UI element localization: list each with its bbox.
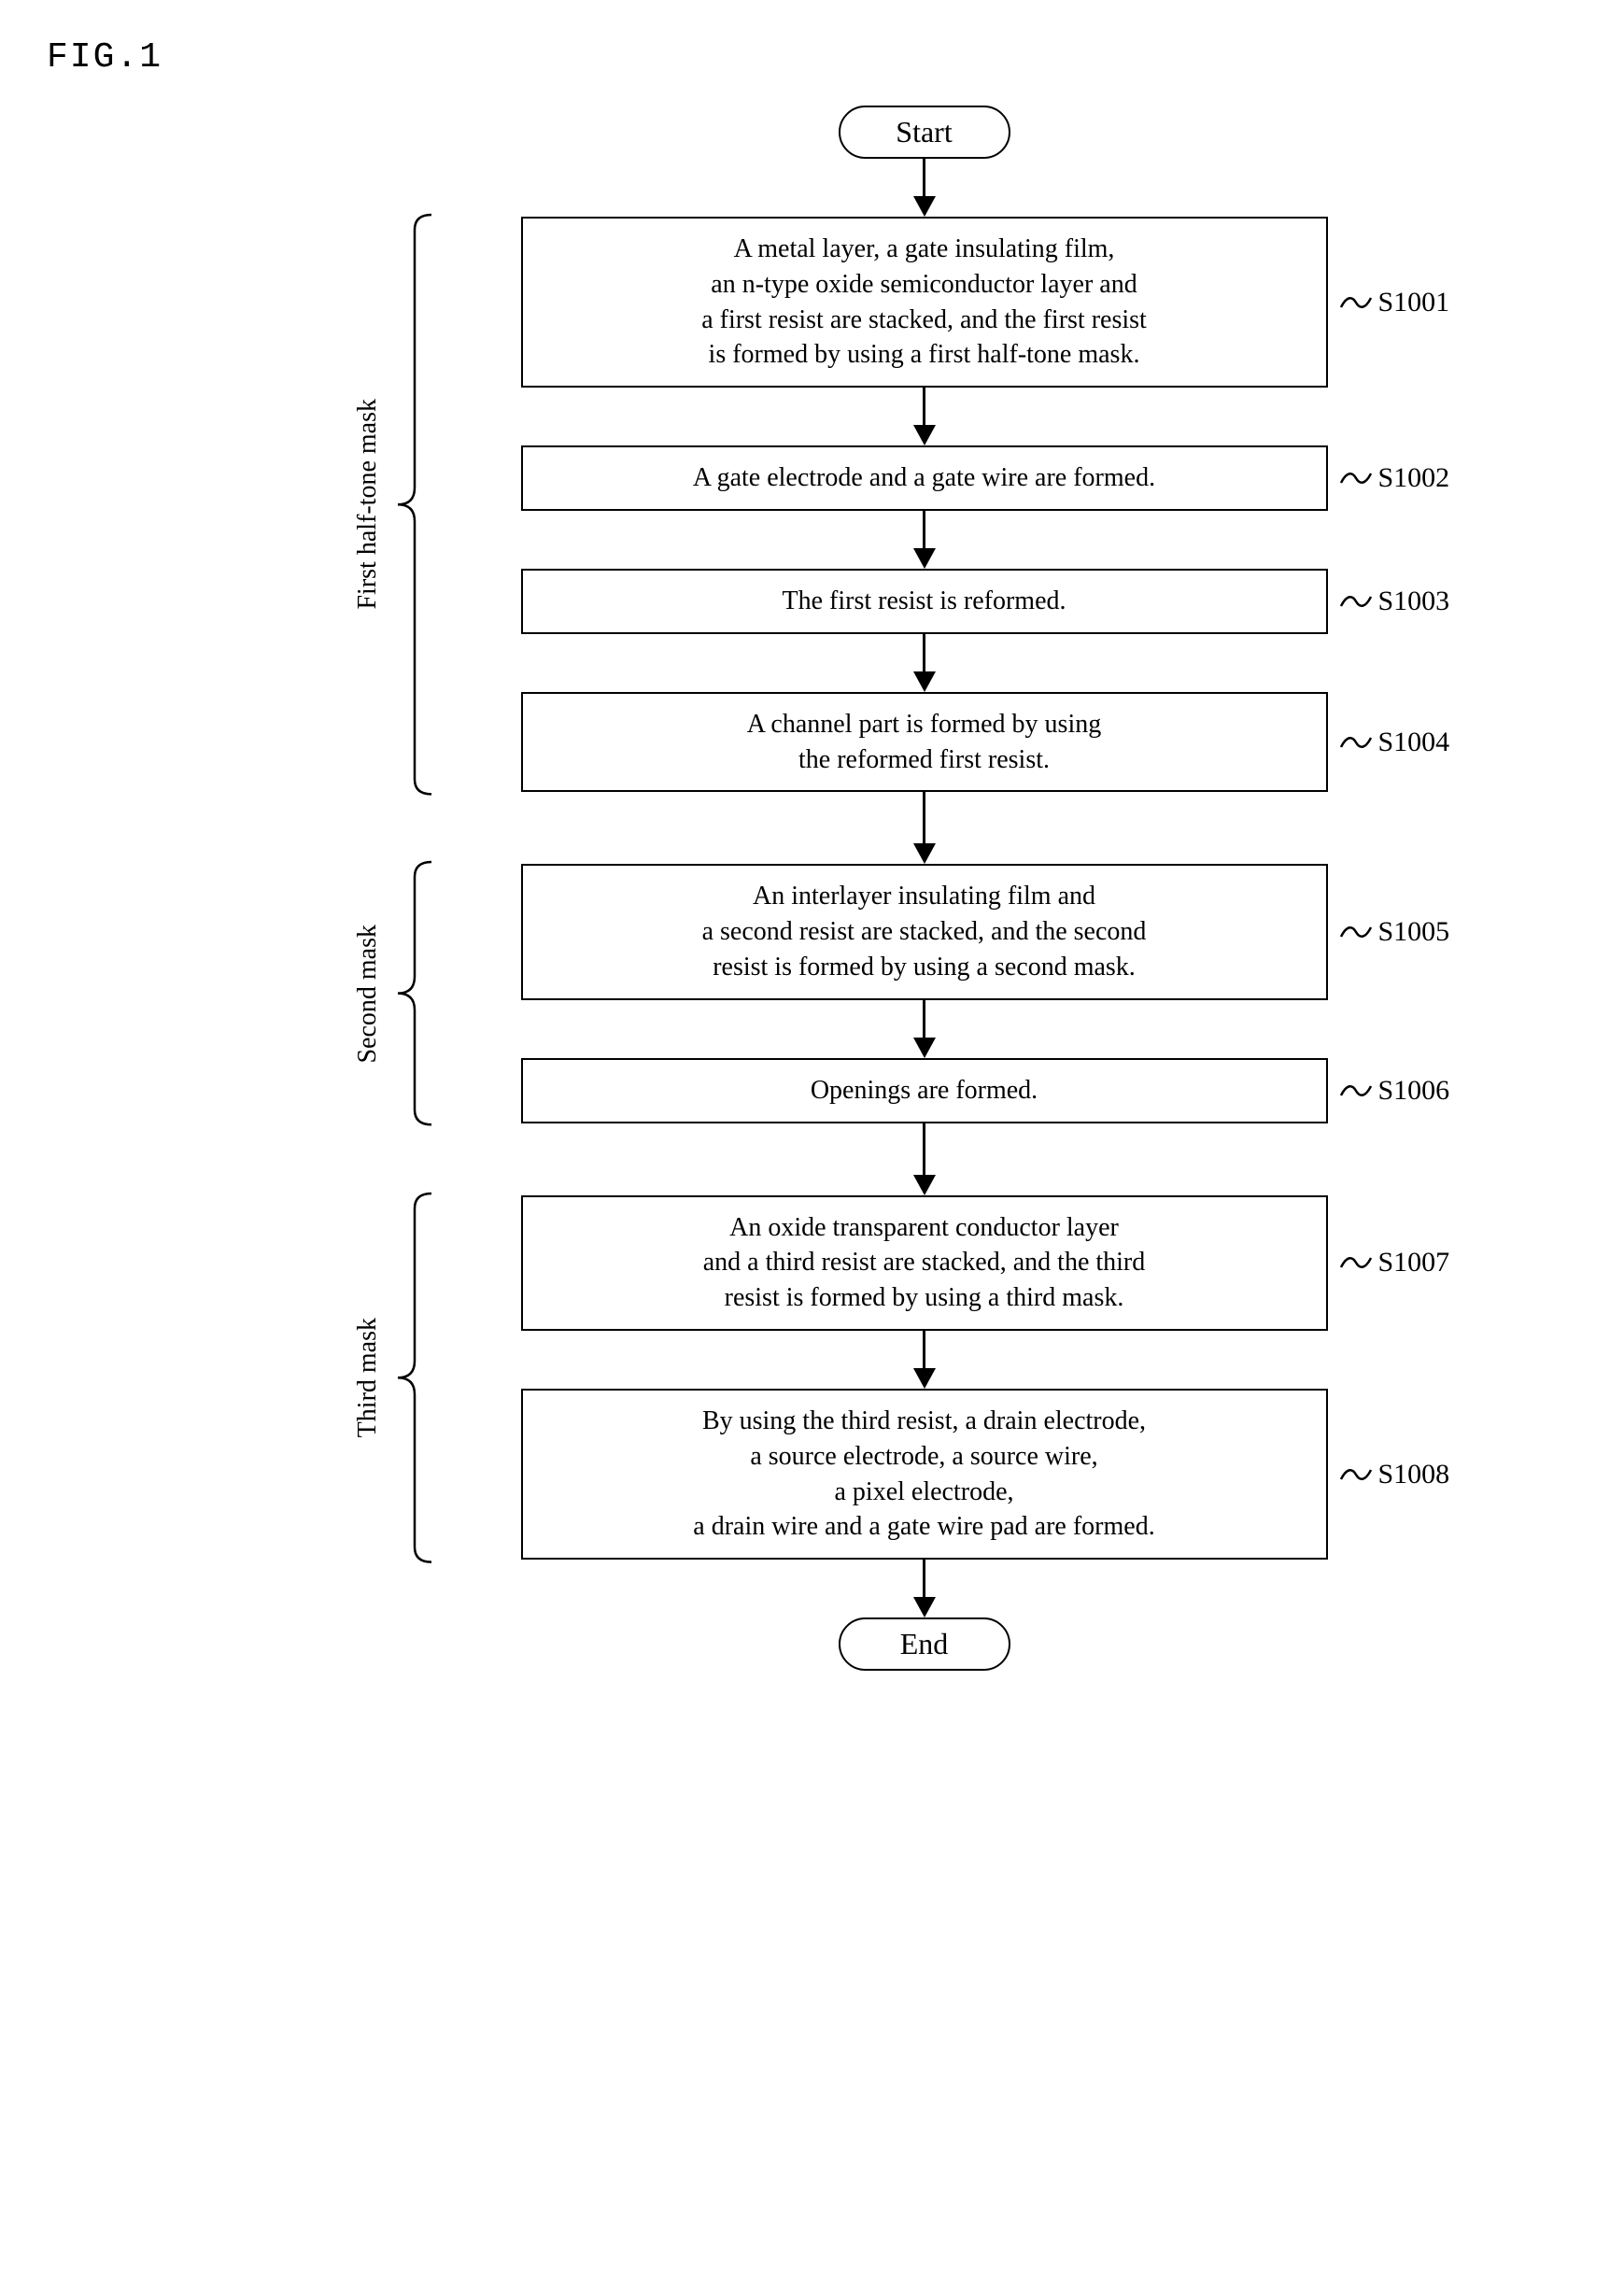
step-row: An oxide transparent conductor layerand … (521, 1195, 1328, 1331)
step-id-label: S1006 (1339, 1075, 1450, 1107)
curly-brace-icon (390, 213, 437, 796)
step-id-label: S1001 (1339, 287, 1450, 318)
step-row: Openings are formed.S1006 (521, 1058, 1328, 1123)
group-bracket-label: First half-tone mask (353, 399, 383, 610)
process-box: By using the third resist, a drain elect… (521, 1389, 1328, 1560)
curly-brace-icon (390, 860, 437, 1126)
step-row: The first resist is reformed.S1003 (521, 569, 1328, 634)
step-id-label: S1003 (1339, 586, 1450, 617)
flow-column: Start A metal layer, a gate insulating f… (521, 106, 1328, 1671)
group-bracket: Second mask (353, 860, 437, 1126)
process-box: A channel part is formed by usingthe ref… (521, 692, 1328, 793)
step-id-label: S1005 (1339, 916, 1450, 948)
arrow-down-icon (913, 159, 936, 217)
figure-title: FIG.1 (47, 37, 1587, 78)
curly-brace-icon (390, 1192, 437, 1564)
flowchart-container: First half-tone mask Second mask Third mas… (93, 106, 1587, 1671)
process-box: An oxide transparent conductor layerand … (521, 1195, 1328, 1331)
start-terminator: Start (839, 106, 1010, 159)
group-bracket-label: Second mask (353, 925, 383, 1064)
process-box: An interlayer insulating film anda secon… (521, 864, 1328, 999)
process-box: Openings are formed. (521, 1058, 1328, 1123)
step-id-label: S1007 (1339, 1247, 1450, 1278)
arrow-down-icon (913, 634, 936, 692)
arrow-down-icon (913, 1123, 936, 1195)
process-box: A metal layer, a gate insulating film,an… (521, 217, 1328, 388)
step-id-label: S1008 (1339, 1459, 1450, 1490)
group-bracket: Third mask (353, 1192, 437, 1564)
arrow-down-icon (913, 388, 936, 445)
step-id-label: S1002 (1339, 462, 1450, 494)
step-id-label: S1004 (1339, 727, 1450, 758)
group-bracket-label: Third mask (353, 1318, 383, 1437)
process-box: A gate electrode and a gate wire are for… (521, 445, 1328, 511)
end-terminator: End (839, 1617, 1010, 1671)
arrow-down-icon (913, 1000, 936, 1058)
step-row: An interlayer insulating film anda secon… (521, 864, 1328, 999)
group-bracket: First half-tone mask (353, 213, 437, 796)
step-row: A gate electrode and a gate wire are for… (521, 445, 1328, 511)
arrow-down-icon (913, 792, 936, 864)
step-row: By using the third resist, a drain elect… (521, 1389, 1328, 1560)
arrow-down-icon (913, 1560, 936, 1617)
arrow-down-icon (913, 1331, 936, 1389)
process-box: The first resist is reformed. (521, 569, 1328, 634)
arrow-down-icon (913, 511, 936, 569)
step-row: A channel part is formed by usingthe ref… (521, 692, 1328, 793)
step-row: A metal layer, a gate insulating film,an… (521, 217, 1328, 388)
